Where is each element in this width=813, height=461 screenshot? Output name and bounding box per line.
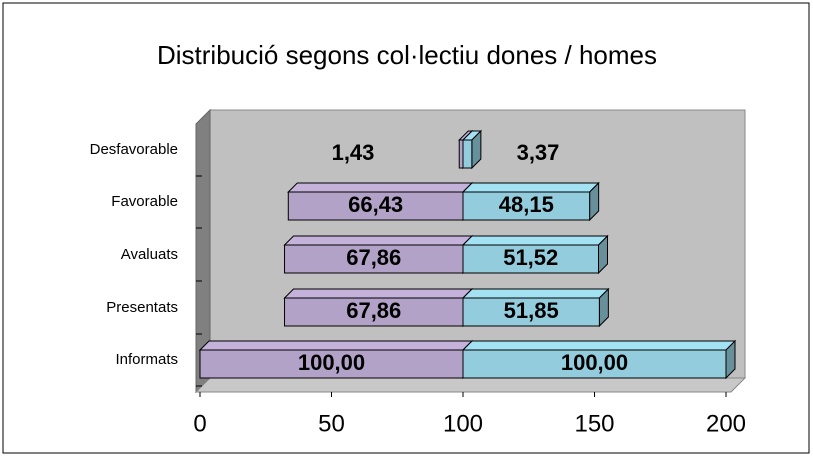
value-label: 1,43 (332, 140, 375, 165)
bar (284, 297, 464, 327)
bar (462, 349, 727, 379)
value-label: 100,00 (561, 350, 628, 375)
bar-top (461, 235, 609, 246)
y-tick-label: Avaluats (121, 246, 178, 263)
bar (199, 349, 464, 379)
bar (462, 244, 599, 274)
bar-top (461, 340, 737, 351)
value-label: 3,37 (517, 140, 560, 165)
x-tick-label: 0 (193, 410, 206, 437)
bar-top (461, 288, 610, 299)
bar (458, 139, 464, 169)
floor (194, 377, 747, 393)
y-tick-label: Presentats (106, 299, 178, 316)
bar-top (287, 182, 474, 193)
bar-top (283, 235, 474, 246)
bar (462, 191, 591, 221)
value-label: 51,85 (504, 298, 559, 323)
chart-title: Distribució segons col·lectiu dones / ho… (157, 40, 657, 70)
value-label: 67,86 (346, 245, 401, 270)
y-tick-label: Favorable (111, 193, 178, 210)
bar-top (198, 340, 474, 351)
bar-top (461, 182, 600, 193)
y-tick-label: Informats (115, 351, 178, 368)
bar (462, 297, 600, 327)
x-tick-label: 200 (706, 410, 746, 437)
bar (462, 139, 473, 169)
x-tick-label: 50 (318, 410, 345, 437)
bar (284, 244, 464, 274)
x-tick-label: 150 (574, 410, 614, 437)
bar-top (283, 288, 474, 299)
value-label: 66,43 (348, 192, 403, 217)
value-label: 67,86 (346, 298, 401, 323)
y-tick-label: Desfavorable (90, 141, 178, 158)
value-label: 48,15 (499, 192, 554, 217)
value-label: 100,00 (298, 350, 365, 375)
value-label: 51,52 (503, 245, 558, 270)
bar (287, 191, 464, 221)
x-tick-label: 100 (443, 410, 483, 437)
